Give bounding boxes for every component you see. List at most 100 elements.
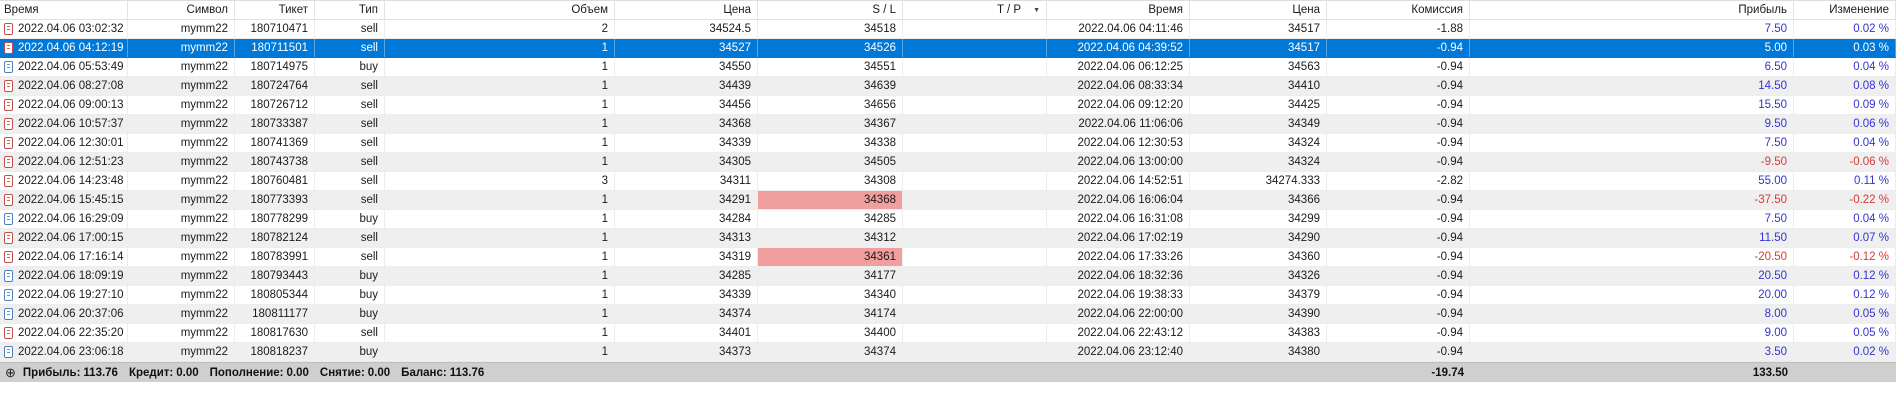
table-row[interactable]: 2022.04.06 08:27:08 mymm22 180724764 sell 1 3… bbox=[0, 77, 1896, 96]
table-row[interactable]: 2022.04.06 15:45:15 mymm22 180773393 sell 1 3… bbox=[0, 191, 1896, 210]
table-row[interactable]: 2022.04.06 18:09:19 mymm22 180793443 buy 1 34… bbox=[0, 267, 1896, 286]
cell-type: buy bbox=[315, 210, 385, 228]
cell-change: 0.05 % bbox=[1794, 305, 1896, 323]
column-header-symbol[interactable]: Символ bbox=[128, 1, 235, 19]
cell-time_open: 2022.04.06 12:51:23 bbox=[0, 153, 128, 171]
cell-profit: 7.50 bbox=[1470, 20, 1794, 38]
column-header-volume[interactable]: Объем bbox=[385, 1, 615, 19]
column-header-price_close[interactable]: Цена bbox=[1190, 1, 1327, 19]
cell-symbol: mymm22 bbox=[128, 172, 235, 190]
summary-items: Прибыль: 113.76 Кредит: 0.00 Пополнение: 0.00… bbox=[23, 367, 484, 379]
cell-symbol: mymm22 bbox=[128, 77, 235, 95]
cell-price_close: 34274.333 bbox=[1190, 172, 1327, 190]
summary-item-label: Снятие: bbox=[319, 366, 365, 379]
cell-price_open: 34319 bbox=[615, 248, 758, 266]
cell-price_open: 34339 bbox=[615, 286, 758, 304]
cell-price_open: 34374 bbox=[615, 305, 758, 323]
table-row[interactable]: 2022.04.06 05:53:49 mymm22 180714975 buy 1 34… bbox=[0, 58, 1896, 77]
table-row[interactable]: 2022.04.06 17:16:14 mymm22 180783991 sell 1 3… bbox=[0, 248, 1896, 267]
cell-commission: -0.94 bbox=[1327, 267, 1470, 285]
cell-type: sell bbox=[315, 229, 385, 247]
column-header-tp[interactable]: T / P ▼ bbox=[903, 1, 1047, 19]
cell-price_open: 34373 bbox=[615, 343, 758, 361]
column-header-price_open[interactable]: Цена bbox=[615, 1, 758, 19]
cell-tp bbox=[903, 267, 1047, 285]
table-row[interactable]: 2022.04.06 22:35:20 mymm22 180817630 sell 1 3… bbox=[0, 324, 1896, 343]
column-header-time_open[interactable]: Время bbox=[0, 1, 128, 19]
column-header-time_close[interactable]: Время bbox=[1047, 1, 1190, 19]
cell-sl: 34285 bbox=[758, 210, 903, 228]
expand-summary-icon[interactable]: ⊕ bbox=[5, 365, 16, 380]
cell-tp bbox=[903, 115, 1047, 133]
cell-change: 0.09 % bbox=[1794, 96, 1896, 114]
cell-sl: 34374 bbox=[758, 343, 903, 361]
cell-type: sell bbox=[315, 96, 385, 114]
table-row[interactable]: 2022.04.06 20:37:06 mymm22 180811177 buy 1 34… bbox=[0, 305, 1896, 324]
cell-tp bbox=[903, 286, 1047, 304]
open-time-text: 2022.04.06 03:02:32 bbox=[18, 23, 124, 35]
cell-price_open: 34285 bbox=[615, 267, 758, 285]
column-header-change[interactable]: Изменение bbox=[1794, 1, 1896, 19]
cell-type: sell bbox=[315, 39, 385, 57]
cell-price_open: 34311 bbox=[615, 172, 758, 190]
buy-deal-icon bbox=[4, 61, 13, 73]
cell-time_open: 2022.04.06 22:35:20 bbox=[0, 324, 128, 342]
cell-symbol: mymm22 bbox=[128, 210, 235, 228]
cell-profit: 6.50 bbox=[1470, 58, 1794, 76]
cell-symbol: mymm22 bbox=[128, 58, 235, 76]
cell-sl: 34656 bbox=[758, 96, 903, 114]
buy-deal-icon bbox=[4, 289, 13, 301]
table-row[interactable]: 2022.04.06 03:02:32 mymm22 180710471 sell 2 3… bbox=[0, 20, 1896, 39]
table-row[interactable]: 2022.04.06 16:29:09 mymm22 180778299 buy 1 34… bbox=[0, 210, 1896, 229]
summary-item: Снятие: 0.00 bbox=[320, 367, 390, 379]
column-header-label: Тикет bbox=[278, 4, 308, 16]
cell-time_close: 2022.04.06 18:32:36 bbox=[1047, 267, 1190, 285]
column-header-commission[interactable]: Комиссия bbox=[1327, 1, 1470, 19]
table-row[interactable]: 2022.04.06 19:27:10 mymm22 180805344 buy 1 34… bbox=[0, 286, 1896, 305]
cell-volume: 1 bbox=[385, 96, 615, 114]
cell-ticket: 180805344 bbox=[235, 286, 315, 304]
cell-commission: -0.94 bbox=[1327, 134, 1470, 152]
cell-volume: 1 bbox=[385, 153, 615, 171]
summary-item-value: 0.00 bbox=[367, 366, 391, 379]
cell-symbol: mymm22 bbox=[128, 343, 235, 361]
cell-tp bbox=[903, 229, 1047, 247]
table-row[interactable]: 2022.04.06 23:06:18 mymm22 180818237 buy 1 34… bbox=[0, 343, 1896, 362]
cell-type: sell bbox=[315, 324, 385, 342]
column-header-profit[interactable]: Прибыль bbox=[1470, 1, 1794, 19]
cell-sl: 34400 bbox=[758, 324, 903, 342]
column-header-sl[interactable]: S / L bbox=[758, 1, 903, 19]
table-row[interactable]: 2022.04.06 17:00:15 mymm22 180782124 sell 1 3… bbox=[0, 229, 1896, 248]
column-header-label: Прибыль bbox=[1738, 4, 1787, 16]
cell-change: 0.12 % bbox=[1794, 286, 1896, 304]
table-row[interactable]: 2022.04.06 12:30:01 mymm22 180741369 sell 1 3… bbox=[0, 134, 1896, 153]
cell-symbol: mymm22 bbox=[128, 96, 235, 114]
cell-price_open: 34401 bbox=[615, 324, 758, 342]
cell-tp bbox=[903, 58, 1047, 76]
table-row[interactable]: 2022.04.06 10:57:37 mymm22 180733387 sell 1 3… bbox=[0, 115, 1896, 134]
column-header-ticket[interactable]: Тикет bbox=[235, 1, 315, 19]
cell-price_close: 34366 bbox=[1190, 191, 1327, 209]
table-row[interactable]: 2022.04.06 04:12:19 mymm22 180711501 sell 1 3… bbox=[0, 39, 1896, 58]
table-row[interactable]: 2022.04.06 09:00:13 mymm22 180726712 sell 1 3… bbox=[0, 96, 1896, 115]
cell-sl: 34338 bbox=[758, 134, 903, 152]
cell-volume: 1 bbox=[385, 286, 615, 304]
table-row[interactable]: 2022.04.06 14:23:48 mymm22 180760481 sell 3 3… bbox=[0, 172, 1896, 191]
cell-change: 0.05 % bbox=[1794, 324, 1896, 342]
column-header-type[interactable]: Тип bbox=[315, 1, 385, 19]
table-row[interactable]: 2022.04.06 12:51:23 mymm22 180743738 sell 1 3… bbox=[0, 153, 1896, 172]
cell-ticket: 180726712 bbox=[235, 96, 315, 114]
cell-change: -0.22 % bbox=[1794, 191, 1896, 209]
cell-change: 0.02 % bbox=[1794, 20, 1896, 38]
cell-profit: -9.50 bbox=[1470, 153, 1794, 171]
cell-time_close: 2022.04.06 17:02:19 bbox=[1047, 229, 1190, 247]
sell-deal-icon bbox=[4, 175, 13, 187]
cell-tp bbox=[903, 210, 1047, 228]
sell-deal-icon bbox=[4, 80, 13, 92]
cell-price_close: 34290 bbox=[1190, 229, 1327, 247]
cell-sl: 34340 bbox=[758, 286, 903, 304]
cell-sl: 34361 bbox=[758, 248, 903, 266]
cell-sl: 34639 bbox=[758, 77, 903, 95]
cell-tp bbox=[903, 20, 1047, 38]
sell-deal-icon bbox=[4, 99, 13, 111]
